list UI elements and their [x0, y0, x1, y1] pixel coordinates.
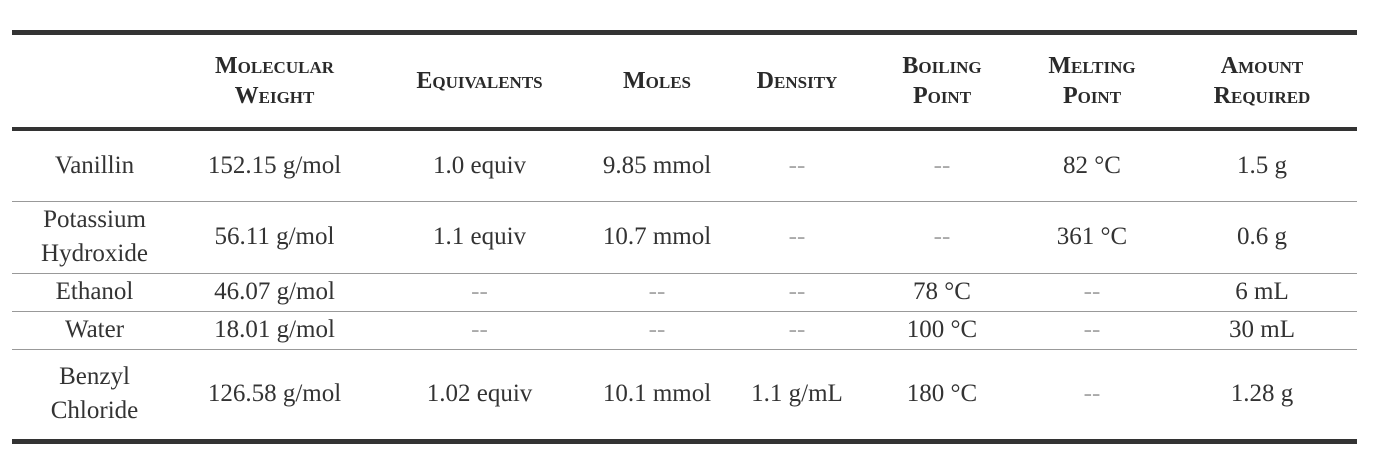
cell: 78 °C	[867, 273, 1017, 312]
table-row: Ethanol 46.07 g/mol -- -- -- 78 °C -- 6 mL	[12, 273, 1357, 312]
column-header: Molecular Weight	[177, 30, 372, 131]
cell: 152.15 g/mol	[177, 129, 372, 202]
cell: --	[867, 129, 1017, 202]
cell: --	[372, 311, 587, 350]
cell: 361 °C	[1017, 201, 1167, 274]
table-row: Potassium Hydroxide 56.11 g/mol 1.1 equiv 1…	[12, 201, 1357, 274]
table-row: Water 18.01 g/mol -- -- -- 100 °C -- 30 mL	[12, 311, 1357, 350]
column-header: Amount Required	[1167, 30, 1357, 131]
cell: --	[867, 201, 1017, 274]
reagent-table: Molecular Weight Equivalents Moles Density B…	[12, 30, 1357, 444]
cell: --	[587, 311, 727, 350]
cell: 1.1 equiv	[372, 201, 587, 274]
cell: 0.6 g	[1167, 201, 1357, 274]
header-row: Molecular Weight Equivalents Moles Density B…	[12, 30, 1357, 131]
cell: --	[727, 311, 867, 350]
cell: 82 °C	[1017, 129, 1167, 202]
cell: 30 mL	[1167, 311, 1357, 350]
column-header: Equivalents	[372, 30, 587, 131]
cell: --	[727, 129, 867, 202]
cell: 1.5 g	[1167, 129, 1357, 202]
table-row: Benzyl Chloride 126.58 g/mol 1.02 equiv 10.…	[12, 349, 1357, 444]
cell: --	[587, 273, 727, 312]
row-label: Ethanol	[12, 273, 177, 312]
column-header	[12, 30, 177, 131]
cell: --	[372, 273, 587, 312]
cell: 56.11 g/mol	[177, 201, 372, 274]
cell: --	[727, 273, 867, 312]
cell: 126.58 g/mol	[177, 349, 372, 444]
column-header: Melting Point	[1017, 30, 1167, 131]
cell: 9.85 mmol	[587, 129, 727, 202]
cell: --	[1017, 349, 1167, 444]
cell: 6 mL	[1167, 273, 1357, 312]
cell: 46.07 g/mol	[177, 273, 372, 312]
cell: 1.1 g/mL	[727, 349, 867, 444]
table-row: Vanillin 152.15 g/mol 1.0 equiv 9.85 mmol --…	[12, 129, 1357, 202]
cell: --	[727, 201, 867, 274]
row-label: Benzyl Chloride	[12, 349, 177, 444]
column-header: Boiling Point	[867, 30, 1017, 131]
column-header: Density	[727, 30, 867, 131]
table-body: Vanillin 152.15 g/mol 1.0 equiv 9.85 mmol --…	[12, 129, 1357, 444]
cell: 1.02 equiv	[372, 349, 587, 444]
cell: --	[1017, 311, 1167, 350]
cell: 180 °C	[867, 349, 1017, 444]
column-header: Moles	[587, 30, 727, 131]
cell: 1.28 g	[1167, 349, 1357, 444]
row-label: Water	[12, 311, 177, 350]
cell: 18.01 g/mol	[177, 311, 372, 350]
cell: --	[1017, 273, 1167, 312]
cell: 10.7 mmol	[587, 201, 727, 274]
row-label: Potassium Hydroxide	[12, 201, 177, 274]
cell: 100 °C	[867, 311, 1017, 350]
cell: 10.1 mmol	[587, 349, 727, 444]
cell: 1.0 equiv	[372, 129, 587, 202]
row-label: Vanillin	[12, 129, 177, 202]
